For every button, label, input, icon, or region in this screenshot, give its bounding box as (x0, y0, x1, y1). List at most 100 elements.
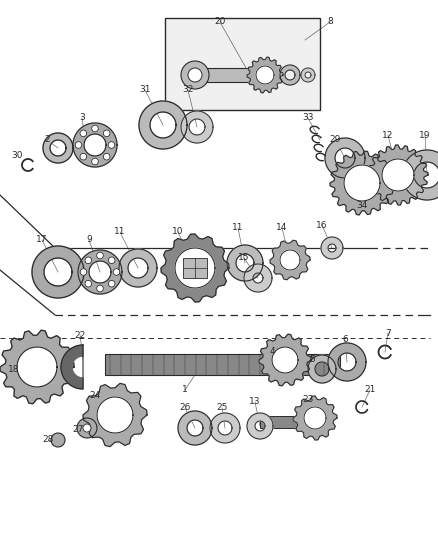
Polygon shape (119, 249, 157, 287)
Polygon shape (139, 101, 187, 149)
Polygon shape (280, 65, 300, 85)
Polygon shape (256, 66, 274, 84)
Polygon shape (244, 264, 272, 292)
Text: 11: 11 (232, 223, 244, 232)
Text: 20: 20 (214, 18, 226, 27)
Text: 7: 7 (385, 328, 391, 337)
Text: 16: 16 (316, 221, 328, 230)
Polygon shape (272, 347, 298, 373)
Bar (195, 68, 255, 82)
Circle shape (97, 252, 103, 259)
Circle shape (103, 130, 110, 136)
Polygon shape (308, 355, 336, 383)
Polygon shape (247, 413, 273, 439)
Circle shape (108, 257, 115, 264)
Polygon shape (83, 383, 147, 447)
Polygon shape (321, 237, 343, 259)
Circle shape (92, 158, 98, 165)
Text: 30: 30 (11, 150, 23, 159)
Polygon shape (210, 413, 240, 443)
Polygon shape (227, 245, 263, 281)
Polygon shape (330, 151, 394, 215)
Circle shape (83, 424, 91, 432)
Polygon shape (325, 138, 365, 178)
Text: 22: 22 (74, 330, 85, 340)
Text: 18: 18 (8, 366, 20, 375)
Text: 27: 27 (72, 425, 84, 434)
Polygon shape (161, 234, 229, 302)
Polygon shape (17, 347, 57, 387)
Polygon shape (344, 165, 380, 201)
Circle shape (181, 61, 209, 89)
Text: 8: 8 (327, 18, 333, 27)
Text: 17: 17 (36, 236, 48, 245)
Text: 31: 31 (139, 85, 151, 94)
Text: 6: 6 (342, 335, 348, 344)
Text: 11: 11 (114, 228, 126, 237)
Bar (105, 354, 340, 375)
Text: 28: 28 (42, 435, 54, 445)
Polygon shape (382, 159, 414, 191)
Polygon shape (328, 343, 366, 381)
Circle shape (80, 130, 87, 136)
Circle shape (75, 142, 82, 148)
Polygon shape (61, 345, 83, 389)
Polygon shape (270, 240, 310, 280)
Text: 26: 26 (179, 403, 191, 413)
Circle shape (85, 257, 92, 264)
Circle shape (113, 269, 120, 276)
Polygon shape (78, 250, 122, 294)
Polygon shape (181, 111, 213, 143)
Circle shape (103, 154, 110, 160)
Polygon shape (178, 411, 212, 445)
Polygon shape (73, 123, 117, 167)
Circle shape (108, 280, 115, 287)
Polygon shape (301, 68, 315, 82)
Circle shape (51, 433, 65, 447)
Bar (165, 18, 320, 110)
Text: 2: 2 (44, 135, 50, 144)
Polygon shape (368, 145, 428, 205)
Polygon shape (175, 248, 215, 288)
Text: 23: 23 (302, 395, 314, 405)
Bar (183, 258, 207, 278)
Text: 13: 13 (249, 398, 261, 407)
Text: 12: 12 (382, 131, 394, 140)
Text: 3: 3 (79, 114, 85, 123)
Polygon shape (43, 133, 73, 163)
Text: 14: 14 (276, 223, 288, 232)
Polygon shape (97, 397, 133, 433)
Polygon shape (0, 330, 74, 404)
Circle shape (188, 68, 202, 82)
Text: 34: 34 (356, 200, 367, 209)
Text: 25: 25 (216, 403, 228, 413)
Circle shape (77, 418, 97, 438)
Text: 15: 15 (238, 254, 250, 262)
Text: 21: 21 (364, 385, 376, 394)
Text: 10: 10 (172, 228, 184, 237)
Polygon shape (32, 246, 84, 298)
Text: 33: 33 (302, 114, 314, 123)
Bar (260, 416, 315, 428)
Text: 9: 9 (86, 236, 92, 245)
Text: 24: 24 (89, 391, 101, 400)
Polygon shape (293, 396, 337, 440)
Circle shape (92, 125, 98, 132)
Text: 32: 32 (182, 85, 194, 94)
Circle shape (80, 154, 87, 160)
Polygon shape (247, 57, 283, 93)
Polygon shape (402, 150, 438, 200)
Circle shape (97, 285, 103, 292)
Circle shape (80, 269, 87, 276)
Polygon shape (259, 334, 311, 386)
Text: 29: 29 (329, 135, 341, 144)
Text: 5: 5 (309, 356, 315, 365)
Text: 4: 4 (269, 348, 275, 357)
Polygon shape (280, 250, 300, 270)
Text: 19: 19 (419, 131, 431, 140)
Circle shape (85, 280, 92, 287)
Circle shape (108, 142, 115, 148)
Polygon shape (304, 407, 326, 429)
Circle shape (103, 403, 127, 427)
Text: 1: 1 (182, 385, 188, 394)
